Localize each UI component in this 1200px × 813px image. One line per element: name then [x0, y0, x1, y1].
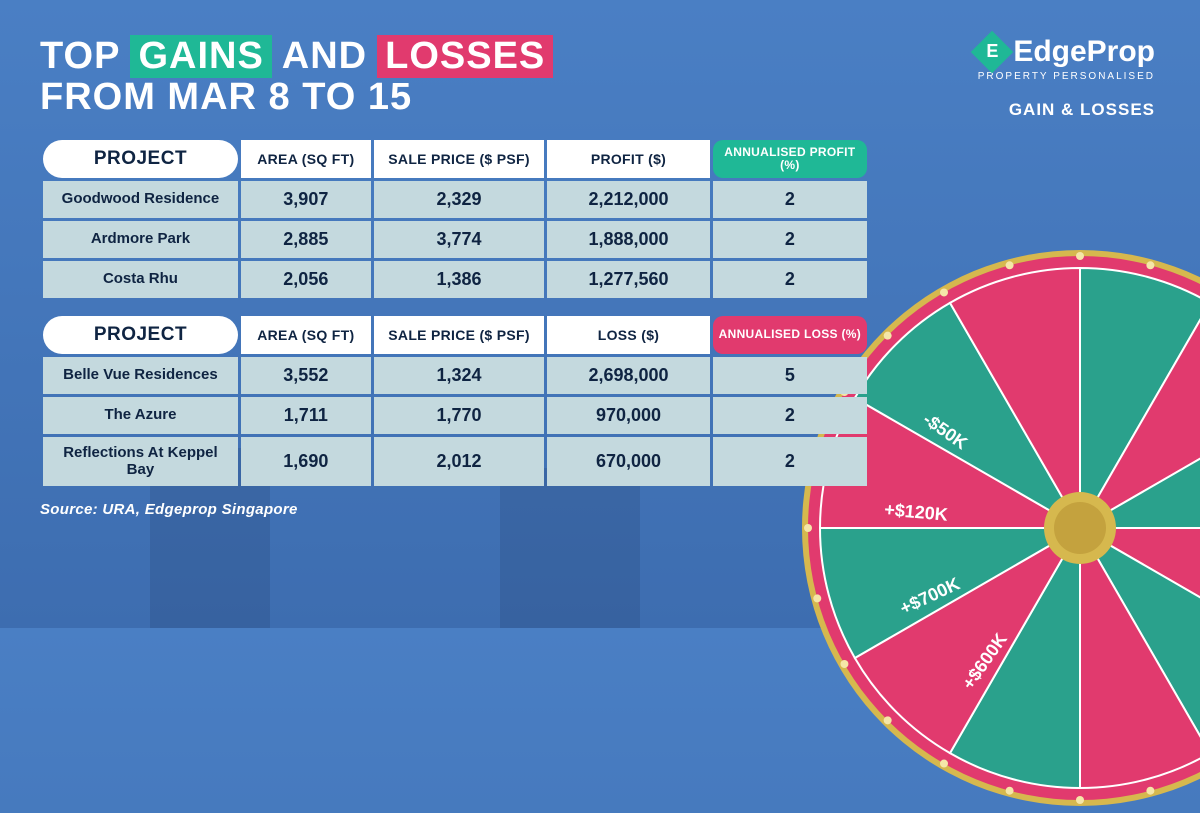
- brand-name: EdgeProp: [1013, 35, 1155, 69]
- header-sale-price: SALE PRICE ($ PSF): [374, 316, 545, 354]
- losses-table: PROJECT AREA (SQ FT) SALE PRICE ($ PSF) …: [40, 313, 870, 489]
- project-cell: The Azure: [43, 397, 238, 434]
- project-cell: Ardmore Park: [43, 221, 238, 258]
- header-project: PROJECT: [43, 140, 238, 178]
- value-cell: 2,329: [374, 181, 545, 218]
- table-row: PROJECT AREA (SQ FT) SALE PRICE ($ PSF) …: [43, 316, 867, 354]
- title-word-gains: GAINS: [130, 35, 271, 78]
- project-cell: Costa Rhu: [43, 261, 238, 298]
- value-cell: 1,770: [374, 397, 545, 434]
- value-cell: 5: [713, 357, 867, 394]
- value-cell: 1,690: [241, 437, 371, 486]
- header-ann-loss: ANNUALISED LOSS (%): [713, 316, 867, 354]
- title-word-losses: LOSSES: [377, 35, 553, 78]
- value-cell: 3,907: [241, 181, 371, 218]
- table-row: Reflections At Keppel Bay1,6902,012670,0…: [43, 437, 867, 486]
- value-cell: 1,888,000: [547, 221, 709, 258]
- brand-logo-icon: [971, 31, 1013, 73]
- project-cell: Belle Vue Residences: [43, 357, 238, 394]
- source-citation: Source: URA, Edgeprop Singapore: [40, 501, 870, 518]
- value-cell: 3,774: [374, 221, 545, 258]
- brand-tagline: PROPERTY PERSONALISED: [977, 71, 1155, 82]
- table-row: Goodwood Residence3,9072,3292,212,0002: [43, 181, 867, 218]
- title-word-top: TOP: [40, 35, 120, 78]
- value-cell: 2,012: [374, 437, 545, 486]
- value-cell: 1,386: [374, 261, 545, 298]
- value-cell: 2: [713, 437, 867, 486]
- value-cell: 2: [713, 261, 867, 298]
- header-ann-profit: ANNUALISED PROFIT (%): [713, 140, 867, 178]
- value-cell: 970,000: [547, 397, 709, 434]
- table-row: PROJECT AREA (SQ FT) SALE PRICE ($ PSF) …: [43, 140, 867, 178]
- table-row: Ardmore Park2,8853,7741,888,0002: [43, 221, 867, 258]
- value-cell: 1,277,560: [547, 261, 709, 298]
- brand-block: EdgeProp PROPERTY PERSONALISED GAIN & LO…: [977, 35, 1155, 120]
- project-cell: Reflections At Keppel Bay: [43, 437, 238, 486]
- value-cell: 2,212,000: [547, 181, 709, 218]
- value-cell: 2,056: [241, 261, 371, 298]
- project-cell: Goodwood Residence: [43, 181, 238, 218]
- header-area: AREA (SQ FT): [241, 140, 371, 178]
- gains-table: PROJECT AREA (SQ FT) SALE PRICE ($ PSF) …: [40, 137, 870, 301]
- value-cell: 2,885: [241, 221, 371, 258]
- value-cell: 2: [713, 221, 867, 258]
- header-area: AREA (SQ FT): [241, 316, 371, 354]
- header-project: PROJECT: [43, 316, 238, 354]
- table-row: Costa Rhu2,0561,3861,277,5602: [43, 261, 867, 298]
- table-row: Belle Vue Residences3,5521,3242,698,0005: [43, 357, 867, 394]
- table-row: The Azure1,7111,770970,0002: [43, 397, 867, 434]
- brand-section-label: GAIN & LOSSES: [977, 100, 1155, 120]
- value-cell: 3,552: [241, 357, 371, 394]
- title-word-and: AND: [282, 35, 367, 78]
- value-cell: 2,698,000: [547, 357, 709, 394]
- brand-logo: EdgeProp: [977, 35, 1155, 69]
- header-loss: LOSS ($): [547, 316, 709, 354]
- value-cell: 1,711: [241, 397, 371, 434]
- value-cell: 670,000: [547, 437, 709, 486]
- value-cell: 2: [713, 397, 867, 434]
- value-cell: 1,324: [374, 357, 545, 394]
- tables-container: PROJECT AREA (SQ FT) SALE PRICE ($ PSF) …: [40, 137, 870, 518]
- value-cell: 2: [713, 181, 867, 218]
- header-profit: PROFIT ($): [547, 140, 709, 178]
- header-sale-price: SALE PRICE ($ PSF): [374, 140, 545, 178]
